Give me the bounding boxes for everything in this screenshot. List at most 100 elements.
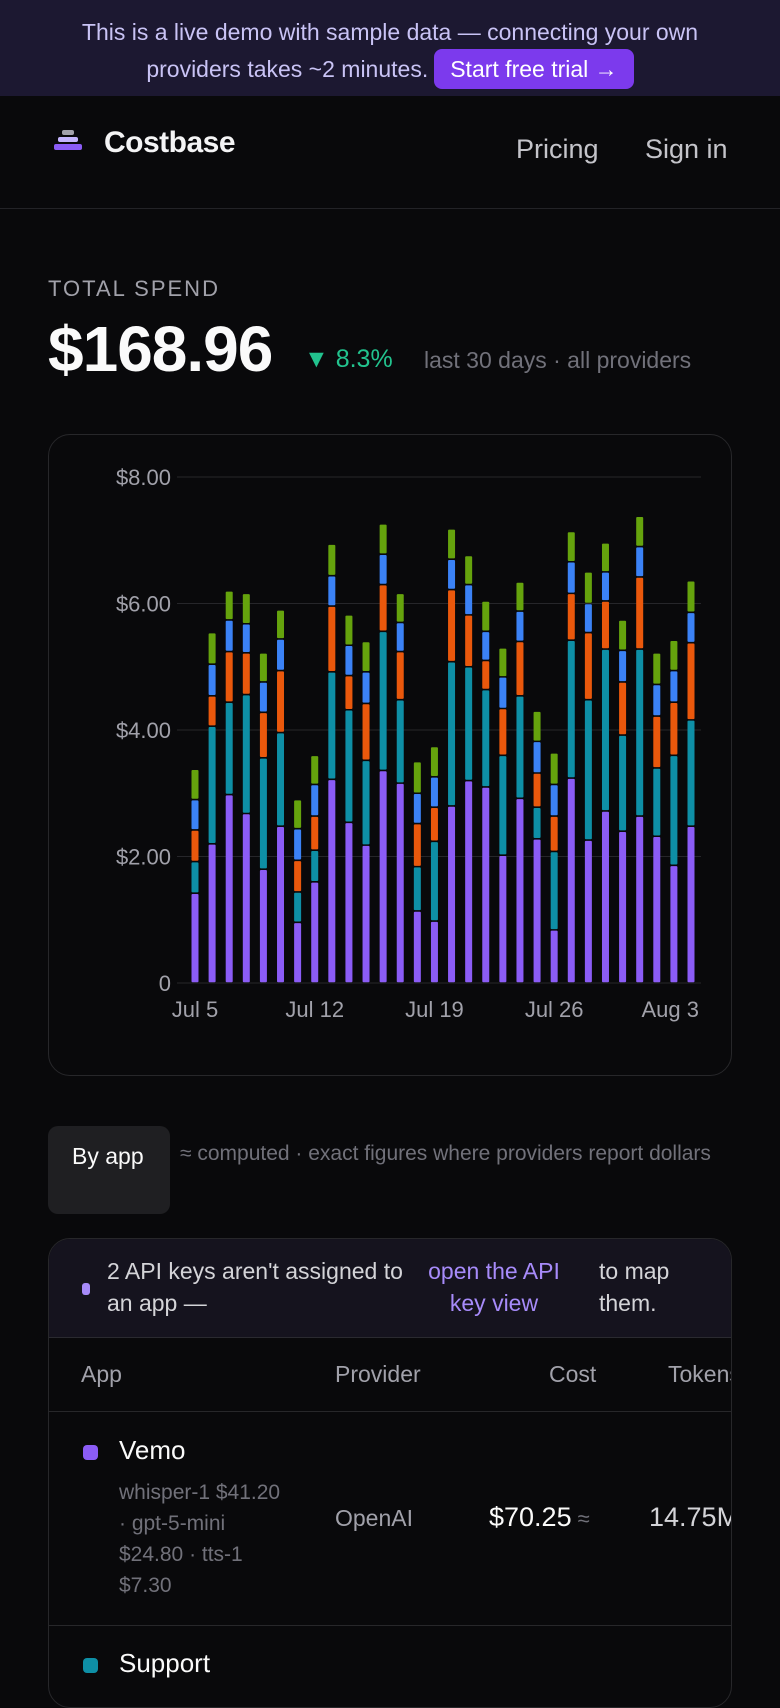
chart-bar-segment[interactable] xyxy=(225,702,233,794)
chart-bar-segment[interactable] xyxy=(208,844,216,983)
chart-bar-segment[interactable] xyxy=(653,768,661,836)
chart-bar-segment[interactable] xyxy=(653,716,661,768)
chart-bar-segment[interactable] xyxy=(619,735,627,831)
chart-bar-segment[interactable] xyxy=(601,811,609,983)
col-header-tokens[interactable]: Tokens xyxy=(668,1361,731,1387)
chart-bar-segment[interactable] xyxy=(259,682,267,712)
chart-bar-segment[interactable] xyxy=(328,780,336,983)
chart-bar-segment[interactable] xyxy=(550,753,558,784)
chart-bar-segment[interactable] xyxy=(516,696,524,798)
chart-bar-segment[interactable] xyxy=(345,676,353,709)
chart-bar-segment[interactable] xyxy=(567,562,575,593)
chart-bar-segment[interactable] xyxy=(379,585,387,631)
chart-bar-segment[interactable] xyxy=(465,781,473,983)
nav-pricing-link[interactable]: Pricing xyxy=(516,134,599,164)
chart-bar-segment[interactable] xyxy=(242,695,250,813)
chart-bar-segment[interactable] xyxy=(311,850,319,881)
costbase-logo-icon[interactable] xyxy=(46,120,90,164)
chart-bar-segment[interactable] xyxy=(465,585,473,615)
chart-bar-segment[interactable] xyxy=(191,893,199,983)
chart-bar-segment[interactable] xyxy=(259,713,267,758)
col-header-app[interactable]: App xyxy=(81,1361,122,1387)
chart-bar-segment[interactable] xyxy=(208,696,216,726)
chart-bar-segment[interactable] xyxy=(584,572,592,603)
chart-bar-segment[interactable] xyxy=(277,671,285,732)
chart-bar-segment[interactable] xyxy=(533,742,541,773)
chart-bar-segment[interactable] xyxy=(208,633,216,664)
chart-bar-segment[interactable] xyxy=(516,799,524,983)
chart-bar-segment[interactable] xyxy=(277,826,285,983)
chart-bar-segment[interactable] xyxy=(208,665,216,696)
chart-bar-segment[interactable] xyxy=(448,806,456,983)
chart-bar-segment[interactable] xyxy=(345,710,353,822)
chart-bar-segment[interactable] xyxy=(465,556,473,584)
chart-bar-segment[interactable] xyxy=(636,649,644,816)
chart-bar-segment[interactable] xyxy=(345,646,353,675)
chart-bar-segment[interactable] xyxy=(533,711,541,741)
chart-bar-segment[interactable] xyxy=(448,529,456,559)
chart-bar-segment[interactable] xyxy=(687,826,695,983)
chart-bar-segment[interactable] xyxy=(499,677,507,708)
chart-bar-segment[interactable] xyxy=(670,671,678,702)
chart-bar-segment[interactable] xyxy=(430,747,438,777)
chart-bar-segment[interactable] xyxy=(448,662,456,806)
chart-bar-segment[interactable] xyxy=(670,640,678,670)
chart-bar-segment[interactable] xyxy=(294,800,302,828)
chart-bar-segment[interactable] xyxy=(584,700,592,840)
chart-bar-segment[interactable] xyxy=(687,720,695,826)
chart-bar-segment[interactable] xyxy=(601,543,609,572)
chart-bar-segment[interactable] xyxy=(294,923,302,983)
chart-bar-segment[interactable] xyxy=(191,862,199,893)
chart-bar-segment[interactable] xyxy=(516,642,524,696)
chart-bar-segment[interactable] xyxy=(670,702,678,755)
chart-bar-segment[interactable] xyxy=(191,800,199,830)
chart-bar-segment[interactable] xyxy=(533,839,541,983)
chart-bar-segment[interactable] xyxy=(328,672,336,779)
chart-bar-segment[interactable] xyxy=(636,547,644,577)
chart-bar-segment[interactable] xyxy=(687,643,695,720)
chart-bar-segment[interactable] xyxy=(379,771,387,983)
chart-bar-segment[interactable] xyxy=(430,921,438,983)
chart-bar-segment[interactable] xyxy=(225,620,233,651)
chart-bar-segment[interactable] xyxy=(311,816,319,850)
chart-bar-segment[interactable] xyxy=(687,581,695,612)
chart-bar-segment[interactable] xyxy=(499,856,507,983)
chart-bar-segment[interactable] xyxy=(345,823,353,983)
chart-bar-segment[interactable] xyxy=(379,524,387,554)
chart-bar-segment[interactable] xyxy=(567,594,575,640)
chart-bar-segment[interactable] xyxy=(533,773,541,807)
chart-bar-segment[interactable] xyxy=(277,610,285,639)
chart-bar-segment[interactable] xyxy=(482,787,490,983)
chart-bar-segment[interactable] xyxy=(225,591,233,620)
nav-sign-in-link[interactable]: Sign in xyxy=(645,134,728,164)
chart-bar-segment[interactable] xyxy=(225,652,233,702)
chart-bar-segment[interactable] xyxy=(619,832,627,983)
chart-bar-segment[interactable] xyxy=(430,777,438,807)
chart-bar-segment[interactable] xyxy=(687,613,695,642)
chart-bar-segment[interactable] xyxy=(550,816,558,851)
chart-bar-segment[interactable] xyxy=(567,778,575,983)
chart-bar-segment[interactable] xyxy=(619,682,627,735)
chart-bar-segment[interactable] xyxy=(396,594,404,622)
chart-bar-segment[interactable] xyxy=(465,615,473,666)
chart-bar-segment[interactable] xyxy=(277,639,285,670)
chart-bar-segment[interactable] xyxy=(362,672,370,703)
chart-bar-segment[interactable] xyxy=(242,653,250,694)
col-header-cost[interactable]: Cost xyxy=(549,1361,597,1387)
chart-bar-segment[interactable] xyxy=(259,869,267,983)
chart-bar-segment[interactable] xyxy=(259,758,267,869)
chart-bar-segment[interactable] xyxy=(619,620,627,650)
chart-bar-segment[interactable] xyxy=(636,577,644,649)
chart-bar-segment[interactable] xyxy=(482,690,490,787)
chart-bar-segment[interactable] xyxy=(448,560,456,589)
chart-bar-segment[interactable] xyxy=(379,554,387,584)
chart-bar-segment[interactable] xyxy=(225,795,233,983)
chart-bar-segment[interactable] xyxy=(242,814,250,983)
chart-bar-segment[interactable] xyxy=(636,517,644,546)
chart-bar-segment[interactable] xyxy=(619,651,627,682)
chart-bar-segment[interactable] xyxy=(294,829,302,860)
chart-bar-segment[interactable] xyxy=(601,649,609,811)
chart-bar-segment[interactable] xyxy=(670,756,678,865)
chart-bar-segment[interactable] xyxy=(601,601,609,649)
chart-bar-segment[interactable] xyxy=(430,842,438,921)
